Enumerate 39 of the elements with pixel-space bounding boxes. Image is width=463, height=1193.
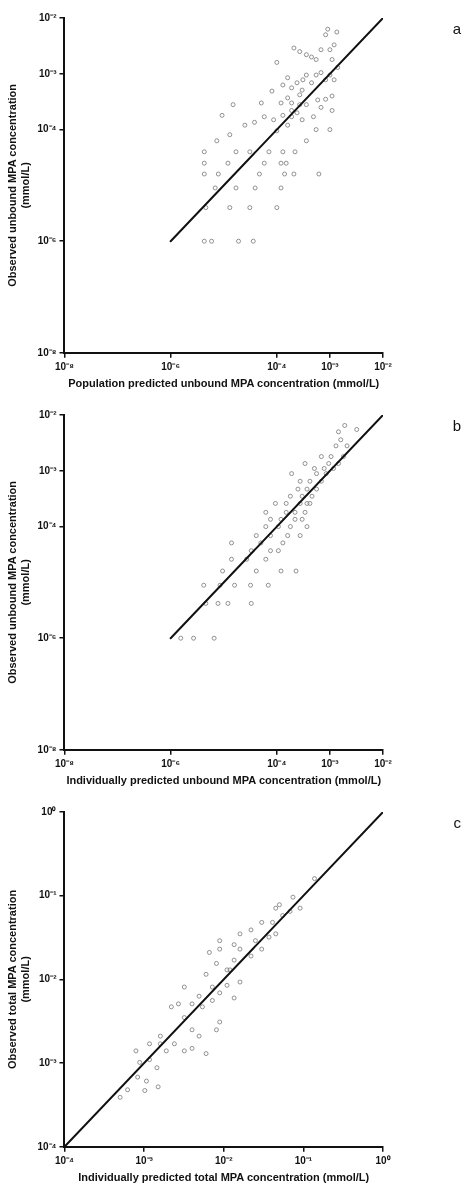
x-tick-label: 10⁻⁸: [55, 757, 75, 769]
y-axis-title: Observed unbound MPA concentration (mmol/L): [5, 83, 31, 287]
x-tick-label: 10⁻²: [215, 1154, 234, 1166]
y-tick-label: 10⁻²: [39, 408, 58, 420]
y-tick-label: 10⁻⁴: [37, 123, 57, 135]
x-tick-label: 10⁻²: [374, 360, 393, 372]
x-tick-label: 10⁻²: [374, 757, 393, 769]
x-tick-label: 10⁻³: [321, 757, 340, 769]
x-tick-label: 10⁻⁸: [55, 360, 75, 372]
text: b: [452, 416, 461, 434]
x-axis-title: Individually predicted total MPA concentration (mmol/L): [78, 1171, 370, 1184]
y-tick-label: 10⁻²: [39, 973, 58, 985]
y-tick-label: 10⁻³: [39, 67, 58, 79]
y-axis-title: Observed total MPA concentration (mmol/L): [5, 889, 31, 1069]
text: a: [452, 19, 462, 37]
text: c: [453, 813, 462, 831]
x-tick-label: 10⁻⁴: [267, 360, 287, 372]
x-tick-label: 10⁻¹: [294, 1154, 313, 1166]
y-tick-label: 10⁻³: [39, 464, 58, 476]
y-tick-label: 10⁻²: [39, 11, 58, 23]
y-tick-label: 10⁻⁴: [37, 520, 57, 532]
y-tick-label: 10⁻⁸: [37, 346, 57, 358]
x-tick-label: 10⁻⁶: [161, 360, 181, 372]
x-tick-label: 10⁻⁴: [267, 757, 287, 769]
x-tick-label: 10⁰: [375, 1154, 391, 1166]
y-tick-label: 10⁻⁴: [37, 1140, 57, 1152]
x-tick-label: 10⁻⁶: [161, 757, 181, 769]
y-tick-label: 10⁻¹: [39, 889, 58, 901]
x-tick-label: 10⁻³: [321, 360, 340, 372]
x-axis-title: Population predicted unbound MPA concentration (mmol/L): [68, 377, 380, 390]
y-tick-label: 10⁻³: [39, 1056, 58, 1068]
x-axis-title: Individually predicted unbound MPA concentration (mmol/L): [66, 774, 382, 787]
y-axis-title: Observed unbound MPA concentration (mmol/L): [5, 480, 31, 684]
y-tick-label: 10⁰: [41, 805, 57, 817]
x-tick-label: 10⁻⁴: [54, 1154, 75, 1166]
y-tick-label: 10⁻⁶: [37, 631, 57, 643]
y-tick-label: 10⁻⁸: [37, 743, 57, 755]
y-tick-label: 10⁻⁶: [37, 234, 57, 246]
x-tick-label: 10⁻³: [135, 1154, 154, 1166]
